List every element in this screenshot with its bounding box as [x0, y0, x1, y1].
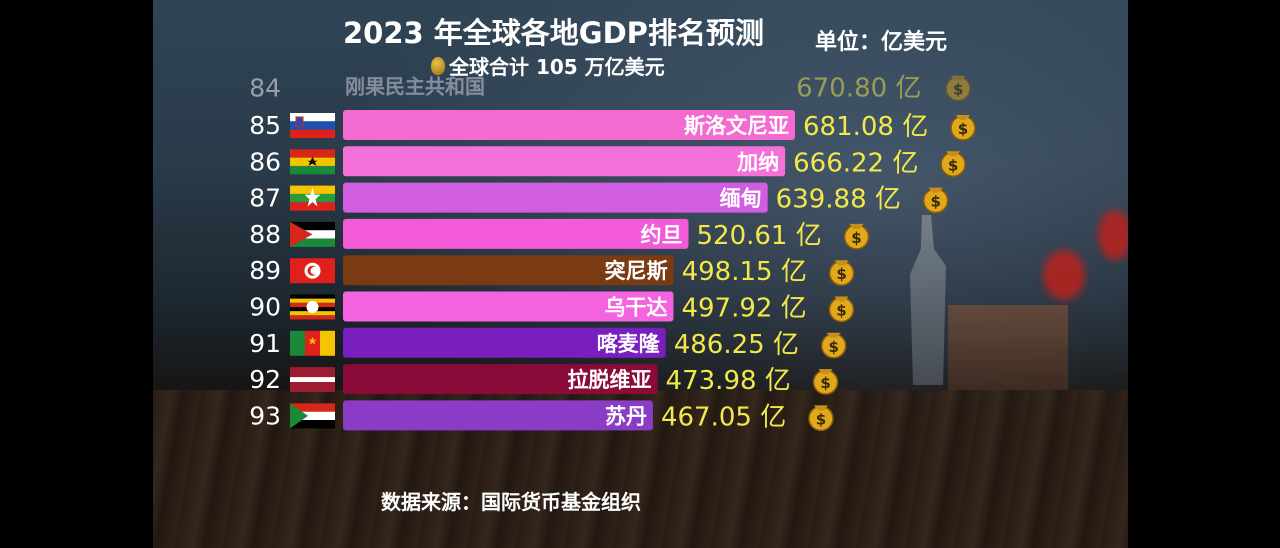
bar: [343, 400, 653, 431]
bar-row: 89 突尼斯 498.15 亿 $: [249, 255, 855, 287]
bar-label: 突尼斯: [605, 259, 668, 283]
cameroon-flag: [290, 330, 335, 356]
myanmar-flag: [290, 185, 335, 211]
red-glow-light: [1043, 250, 1085, 300]
money-bag-icon: $: [812, 369, 839, 395]
data-source: 数据来源：国际货币基金组织: [381, 490, 641, 514]
rank-number: 88: [249, 220, 281, 249]
slovenia-flag: [290, 113, 335, 138]
bar-label: 拉脱维亚: [568, 368, 652, 392]
latvia-flag: [290, 367, 335, 393]
bar-row: 90 乌干达 497.92 亿 $: [249, 291, 855, 324]
bar: [343, 110, 795, 140]
rank-number: 89: [249, 256, 281, 285]
bar-row: 93 苏丹 467.05 亿 $: [249, 400, 834, 432]
bar: [343, 327, 666, 358]
global-total: 全球合计 105 万亿美元: [431, 51, 665, 80]
svg-text:$: $: [948, 156, 958, 174]
rank-number: 90: [249, 293, 281, 322]
value-label: 498.15 亿: [682, 257, 807, 287]
ruins-silhouette: [948, 305, 1068, 390]
balloon-icon: [431, 56, 445, 75]
bar-row: 86 加纳 666.22 亿 $: [249, 146, 966, 178]
svg-text:$: $: [816, 410, 826, 428]
bar: [343, 291, 674, 322]
value-label: 473.98 亿: [666, 366, 791, 396]
tunisia-flag: [290, 258, 335, 284]
bar: [343, 255, 674, 286]
money-bag-icon: $: [950, 115, 976, 141]
unit-label: 单位：亿美元: [815, 30, 948, 55]
bar-label: 缅甸: [720, 187, 762, 211]
money-bag-icon: $: [820, 332, 847, 359]
money-bag-icon: $: [828, 296, 855, 323]
money-bag-icon: $: [940, 151, 966, 178]
money-bag-icon: $: [828, 260, 855, 286]
value-label: 486.25 亿: [674, 330, 799, 360]
bar-label: 约旦: [641, 223, 683, 247]
bar: [343, 218, 689, 249]
bar-row: 91 喀麦隆 486.25 亿 $: [249, 327, 847, 360]
bar-label: 乌干达: [604, 296, 667, 320]
bar-row: 88 约旦 520.61 亿 $: [249, 218, 870, 251]
bar: [343, 182, 768, 213]
svg-text:$: $: [836, 265, 846, 283]
rank-number: 93: [249, 401, 281, 430]
value-label: 520.61 亿: [697, 221, 822, 251]
bar-label: 喀麦隆: [597, 332, 661, 356]
bar-label: 加纳: [736, 150, 779, 174]
rank-number: 92: [249, 365, 281, 394]
svg-text:$: $: [958, 120, 968, 138]
global-total-text: 全球合计 105 万亿美元: [449, 55, 665, 79]
value-label: 497.92 亿: [681, 294, 806, 324]
ghost-name: 刚果民主共和国: [345, 75, 485, 99]
sudan-flag: [290, 403, 335, 429]
svg-text:$: $: [820, 374, 830, 392]
rank-number: 87: [249, 184, 281, 213]
value-label: 467.05 亿: [661, 402, 786, 432]
chart-stage: 2023 年全球各地GDP排名预测 单位：亿美元 全球合计 105 万亿美元 8…: [153, 0, 1128, 548]
money-bag-icon: $: [945, 75, 971, 102]
value-label: 666.22 亿: [793, 148, 918, 178]
ghost-value: 670.80 亿: [796, 74, 921, 104]
red-glow-light: [1098, 210, 1128, 260]
bar-chart: 84 刚果民主共和国 670.80 亿 $85 斯洛文尼亚 681.08 亿 $86 加纳 66…: [249, 74, 976, 432]
bar-row: 85 斯洛文尼亚 681.08 亿 $: [249, 110, 976, 142]
ghana-flag: [290, 149, 335, 175]
uganda-flag: [290, 294, 335, 320]
value-label: 681.08 亿: [803, 112, 928, 142]
ghost-row: 84 刚果民主共和国 670.80 亿 $: [249, 74, 971, 104]
value-label: 639.88 亿: [776, 185, 901, 215]
rank-number: 86: [249, 147, 281, 176]
rank-number: 85: [249, 111, 281, 140]
bar-label: 苏丹: [605, 404, 647, 428]
money-bag-icon: $: [922, 187, 949, 214]
rank-number: 91: [249, 329, 281, 358]
bar: [343, 364, 658, 395]
svg-text:$: $: [953, 81, 963, 99]
ghost-rank: 84: [249, 74, 281, 103]
svg-text:$: $: [836, 302, 846, 320]
bar: [343, 146, 786, 177]
bar-label: 斯洛文尼亚: [684, 114, 789, 138]
jordan-flag: [290, 221, 335, 247]
svg-text:$: $: [930, 193, 940, 211]
chart-title: 2023 年全球各地GDP排名预测: [343, 16, 764, 50]
bar-row: 87 缅甸 639.88 亿 $: [249, 182, 949, 215]
svg-text:$: $: [851, 229, 861, 247]
svg-text:$: $: [828, 338, 838, 356]
money-bag-icon: $: [808, 405, 834, 432]
bar-row: 92 拉脱维亚 473.98 亿 $: [249, 364, 839, 396]
money-bag-icon: $: [843, 223, 870, 250]
